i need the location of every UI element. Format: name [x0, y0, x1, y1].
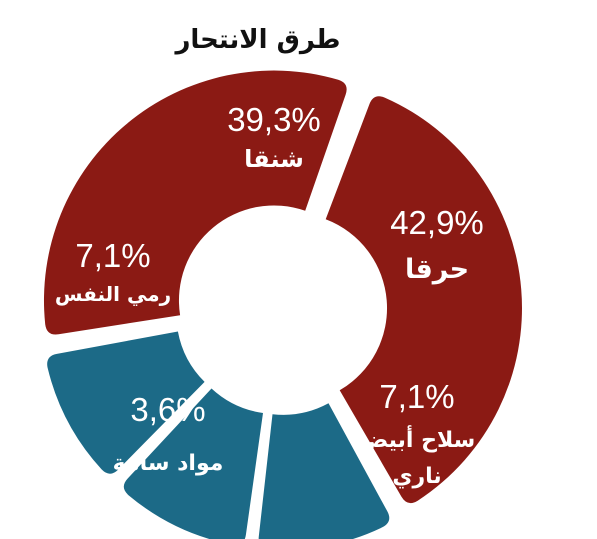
slice-category-label: حرقا [405, 254, 469, 285]
donut-slice [43, 70, 347, 335]
slice-value-label: 39,3% [227, 101, 321, 138]
slice-value-label: 7,1% [379, 378, 454, 415]
donut-slice [325, 96, 522, 504]
donut-slice [258, 403, 390, 539]
slice-category-label: سلاح أبيض [359, 424, 476, 453]
chart-title: طرق الانتحار [173, 25, 340, 55]
donut-slice [123, 388, 263, 539]
donut-slices [43, 70, 522, 539]
slice-value-label: 7,1% [75, 237, 150, 274]
donut-slice [47, 331, 205, 474]
slice-value-label: 42,9% [390, 204, 484, 241]
slice-labels: 42,9% حرقا 7,1% سلاح أبيض ناري 3,6% مواد سامة 7… [55, 101, 484, 489]
slice-category-label-line2: ناري [392, 464, 441, 489]
slice-category-label: شنقا [244, 145, 304, 173]
slice-category-label: مواد سامة [113, 451, 224, 476]
slice-value-label: 3,6% [130, 391, 205, 428]
slice-category-label: رمي النفس [55, 282, 171, 307]
